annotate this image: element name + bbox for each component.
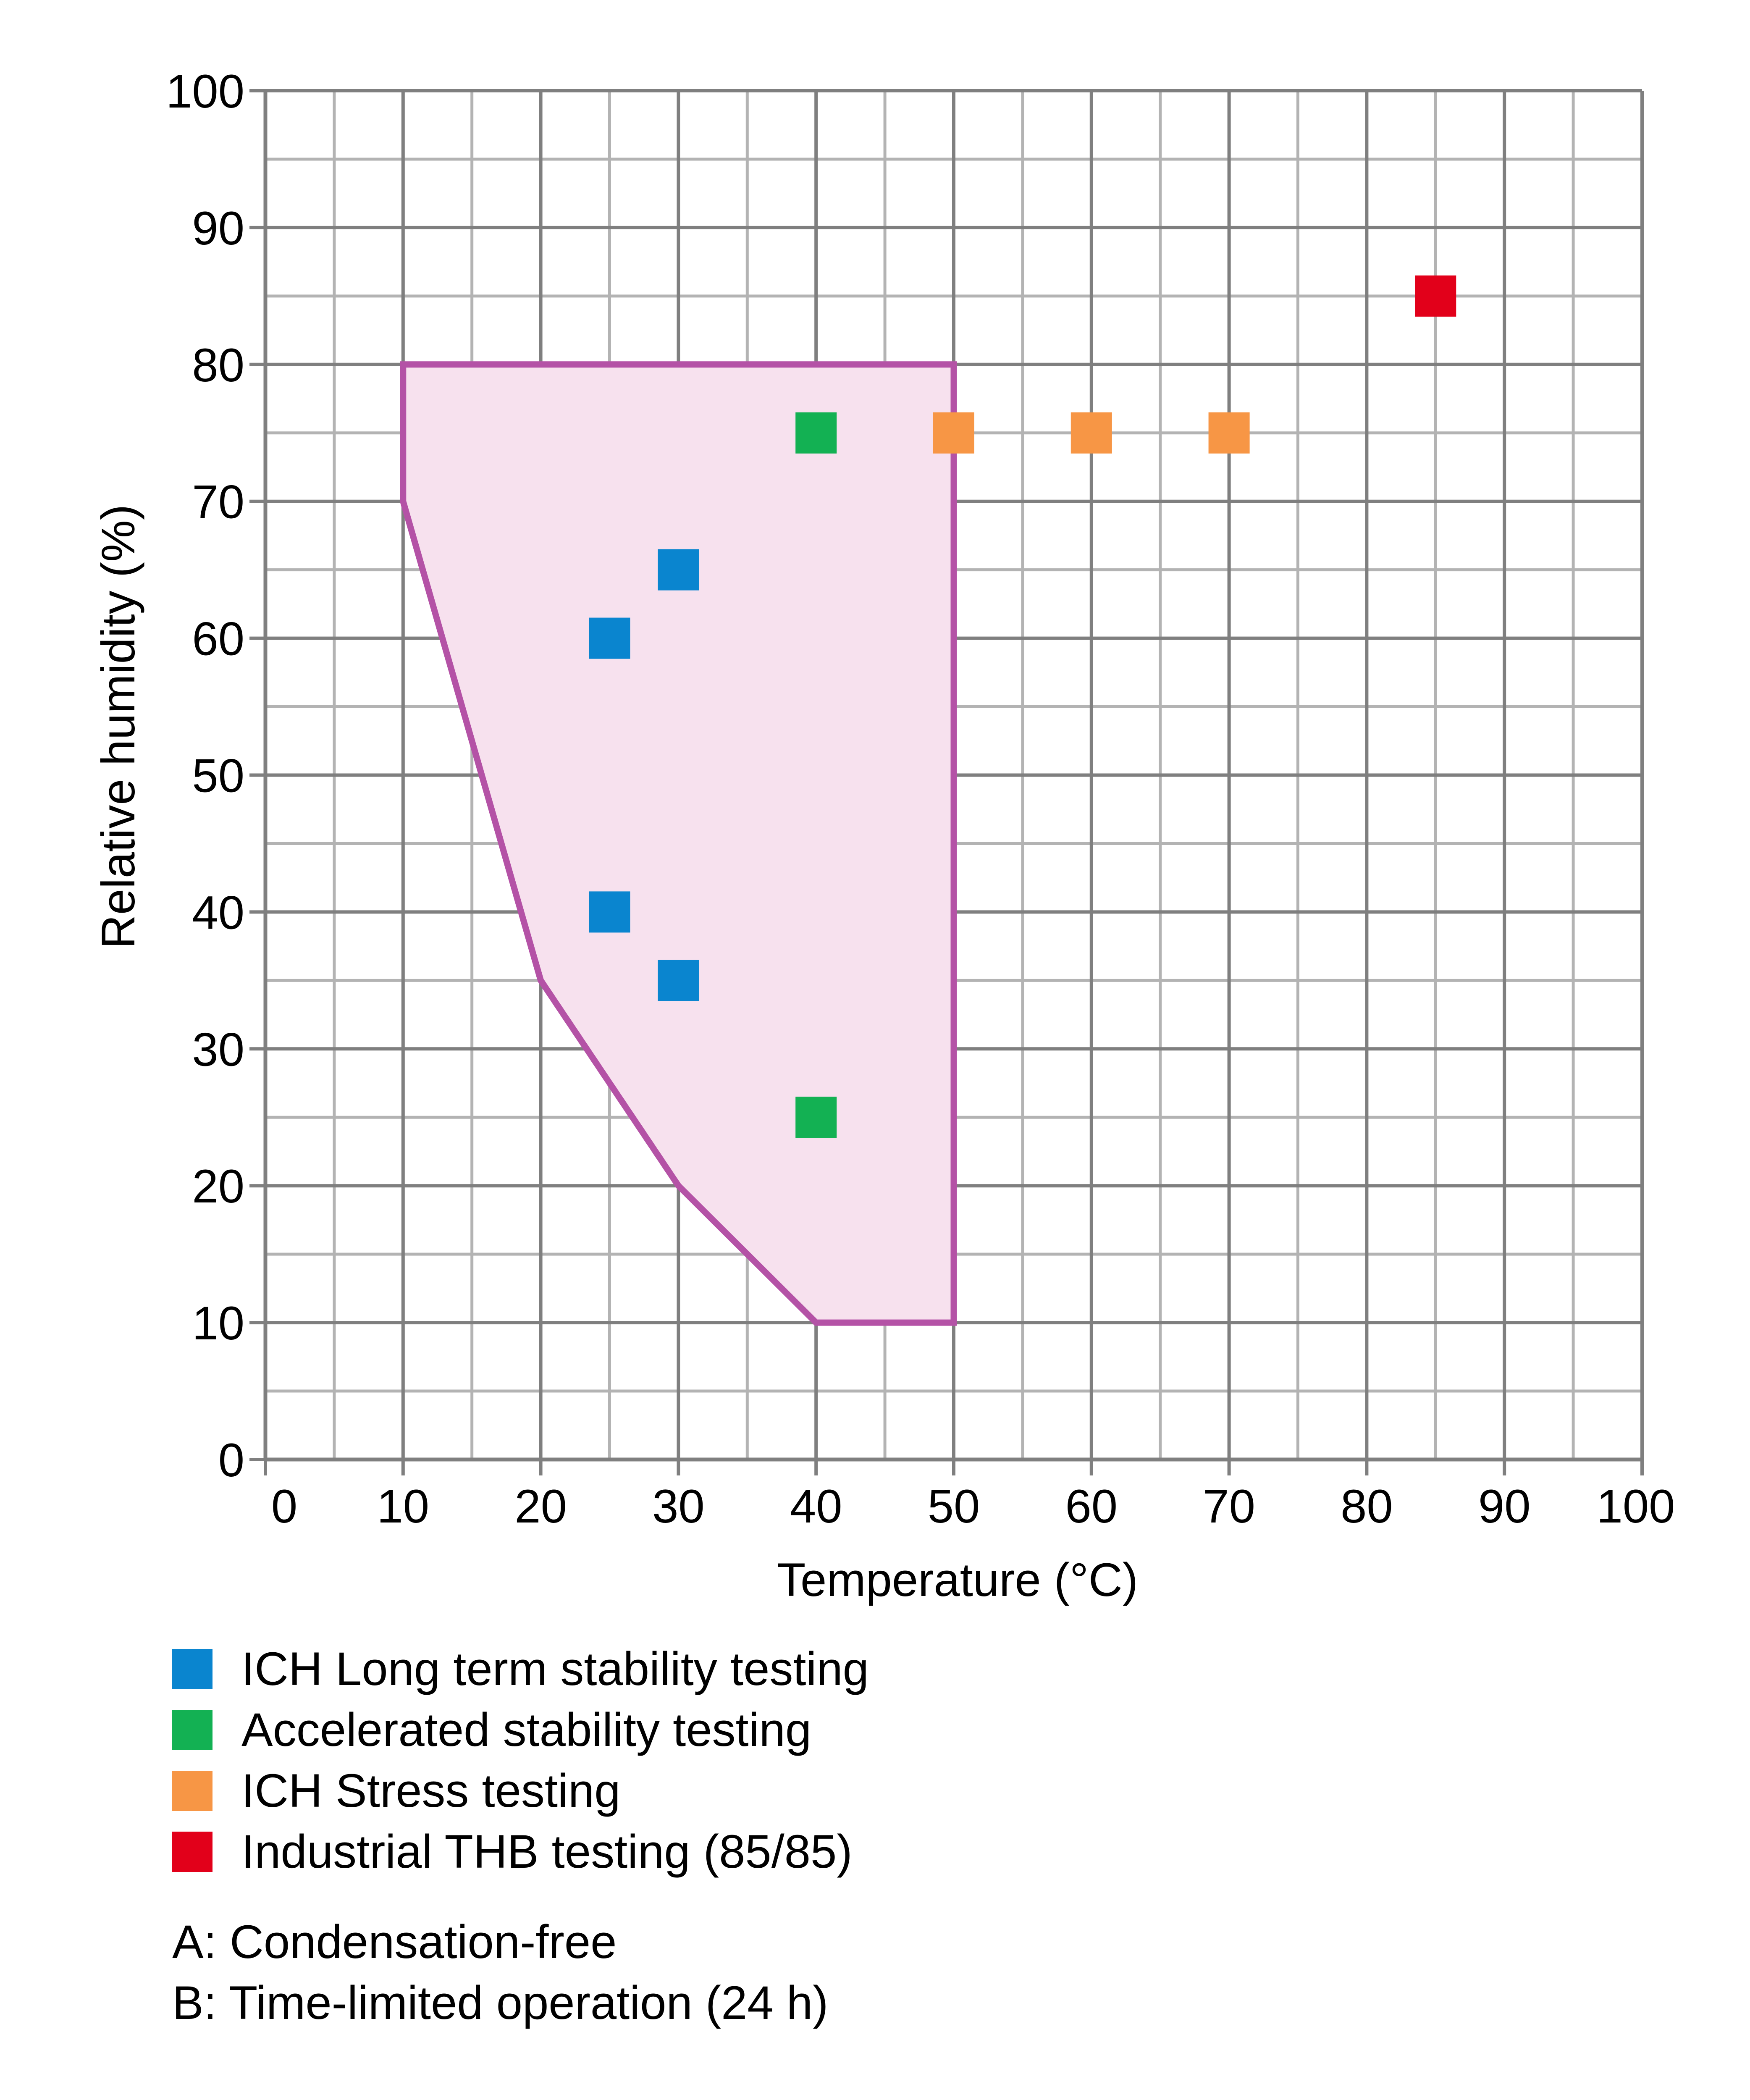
y-tick-label: 0 [218,1434,244,1486]
legend-label-long-term: ICH Long term stability testing [241,1643,869,1695]
x-tick-label: 40 [790,1480,842,1533]
data-point [795,1097,837,1138]
legend-item: Accelerated stability testing [172,1704,811,1756]
x-tick-label: 70 [1203,1480,1255,1533]
x-tick-label: 90 [1478,1480,1531,1533]
y-tick-label: 20 [192,1160,244,1213]
x-tick-label: 80 [1341,1480,1393,1533]
data-point [1070,412,1112,454]
tick-labels: 0 10 20 30 40 50 60 70 80 90 100 0 10 20 30 40 50 60 70 80 9… [166,65,1675,1533]
legend-label-stress: ICH Stress testing [241,1764,621,1817]
y-tick-label: 30 [192,1023,244,1076]
x-tick-label: 0 [271,1480,297,1533]
legend-label-thb: Industrial THB testing (85/85) [241,1825,853,1878]
y-tick-label: 90 [192,202,244,255]
chart-notes: A: Condensation-free B: Time-limited ope… [172,1916,828,2029]
note-time-limited: B: Time-limited operation (24 h) [172,1977,828,2029]
legend: ICH Long term stability testing Accelera… [172,1643,869,1878]
y-tick-label: 40 [192,886,244,939]
legend-item: ICH Long term stability testing [172,1643,869,1695]
x-tick-label: 50 [928,1480,980,1533]
data-point [658,549,699,591]
x-tick-label: 20 [514,1480,567,1533]
data-point [589,891,630,933]
legend-item: ICH Stress testing [172,1764,621,1817]
y-axis-title: Relative humidity (%) [92,504,144,949]
x-tick-label: 100 [1597,1480,1675,1533]
legend-swatch-accelerated [172,1710,213,1750]
data-point [1415,275,1456,317]
legend-item: Industrial THB testing (85/85) [172,1825,853,1878]
y-tick-label: 50 [192,750,244,802]
data-point [933,412,974,454]
note-condensation-free: A: Condensation-free [172,1916,617,1968]
legend-swatch-long-term [172,1649,213,1689]
y-tick-label: 60 [192,613,244,665]
legend-label-accelerated: Accelerated stability testing [241,1704,811,1756]
y-tick-label: 80 [192,339,244,391]
x-tick-label: 30 [652,1480,705,1533]
legend-swatch-stress [172,1771,213,1811]
operating-region-layer [400,361,957,1326]
data-point [1208,412,1250,454]
data-point [589,617,630,659]
data-point [795,412,837,454]
x-tick-label: 10 [377,1480,430,1533]
y-tick-label: 10 [192,1297,244,1349]
legend-swatch-thb [172,1832,213,1872]
x-axis-title: Temperature (°C) [777,1554,1138,1606]
y-tick-label: 100 [166,65,244,118]
y-tick-label: 70 [192,476,244,528]
x-tick-label: 60 [1065,1480,1118,1533]
operating-region [400,361,957,1326]
data-points [589,275,1456,1138]
data-point [658,960,699,1001]
axes [249,89,1644,1475]
